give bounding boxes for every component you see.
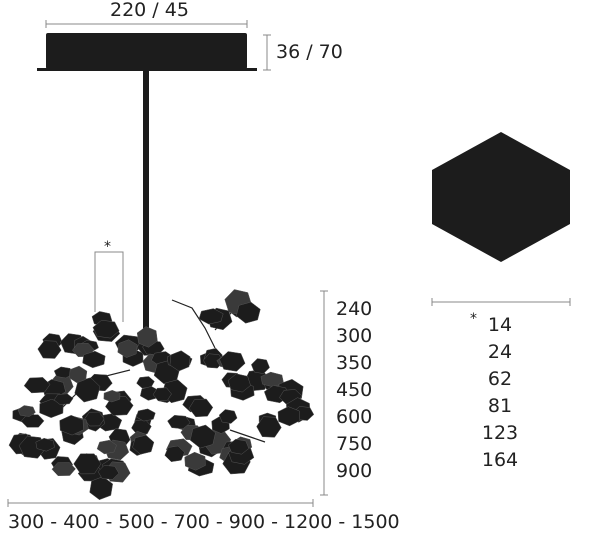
hexagon-leaf xyxy=(228,438,250,455)
hexagon-leaf xyxy=(152,387,172,401)
leaf-size: 123 xyxy=(481,422,519,444)
height-option: 240 xyxy=(336,298,373,320)
hexagon-leaf xyxy=(73,453,102,475)
hexagon-leaf xyxy=(37,340,62,359)
leaf-size-marker: * xyxy=(470,311,477,327)
height-option: 350 xyxy=(336,352,373,374)
canopy-height-label: 36 / 70 xyxy=(276,41,343,63)
hexagon-leaf xyxy=(136,326,158,348)
hexagon-leaf xyxy=(236,301,261,324)
hexagon-leaf xyxy=(135,408,156,422)
leaf-size: 14 xyxy=(487,314,513,336)
hexagon-leaf xyxy=(218,409,238,424)
hexagon-leaf xyxy=(96,439,117,455)
hexagon-leaf xyxy=(227,373,251,393)
hexagon-leaf xyxy=(189,424,216,449)
hexagon-leaf xyxy=(164,445,185,462)
leaf-sizes: 14 24 62 81 123 164 xyxy=(468,316,532,470)
suspension-rod xyxy=(143,70,149,330)
height-option: 300 xyxy=(336,325,373,347)
height-option: 900 xyxy=(336,460,373,482)
width-options: 300 - 400 - 500 - 700 - 900 - 1200 - 150… xyxy=(8,511,400,533)
leaf-cluster xyxy=(8,289,315,500)
hexagon-leaf xyxy=(97,465,120,480)
hexagon-leaf xyxy=(219,351,246,372)
canopy-plate xyxy=(37,68,257,71)
canopy-height-dimension xyxy=(263,34,271,71)
leaf-size: 81 xyxy=(487,395,513,417)
hexagon-leaf xyxy=(53,393,74,405)
leaf-size-bracket xyxy=(94,251,124,322)
hexagon-leaf xyxy=(51,462,76,476)
hexagon-leaf-detail xyxy=(432,132,570,262)
height-options: 240 300 350 450 600 750 900 xyxy=(336,300,372,481)
hexagon-leaf xyxy=(169,350,191,372)
hexagon-leaf xyxy=(53,366,74,379)
hexagon-leaf xyxy=(103,390,121,403)
hexagon-leaf xyxy=(117,339,138,358)
leaf-width-dimension xyxy=(431,298,571,306)
canopy-width-dimension xyxy=(45,20,248,28)
canopy-width-label: 220 / 45 xyxy=(110,0,189,21)
height-option: 450 xyxy=(336,379,373,401)
hexagon-leaf xyxy=(68,365,88,384)
height-option: 750 xyxy=(336,433,373,455)
hexagon-leaf xyxy=(188,398,214,418)
cluster-width-dimension xyxy=(7,499,314,507)
hexagon-leaf xyxy=(167,415,191,429)
height-option: 600 xyxy=(336,406,373,428)
hexagon-leaf xyxy=(277,406,301,427)
canopy xyxy=(46,33,247,69)
hexagon-leaf xyxy=(92,319,120,339)
leaf-marker: * xyxy=(104,239,111,255)
hexagon-leaf xyxy=(256,416,282,438)
hexagon-leaf xyxy=(251,358,270,374)
hexagon-leaf xyxy=(198,308,224,325)
leaf-size: 164 xyxy=(481,449,519,471)
hexagon-leaf xyxy=(17,405,36,417)
leaf-size: 24 xyxy=(487,341,513,363)
hexagon-leaf xyxy=(202,353,224,369)
cluster-height-dimension xyxy=(320,290,328,496)
hexagon-leaf xyxy=(82,350,106,369)
hexagon-leaf xyxy=(23,377,51,394)
hexagon-leaf xyxy=(184,451,206,471)
hexagon-leaf xyxy=(59,415,84,436)
hexagon-leaf xyxy=(35,437,55,452)
leaf-size: 62 xyxy=(487,368,513,390)
hexagon-leaf xyxy=(132,434,155,455)
